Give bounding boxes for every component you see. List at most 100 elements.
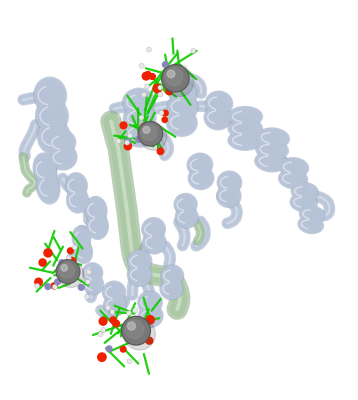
Ellipse shape bbox=[169, 78, 198, 104]
Ellipse shape bbox=[188, 154, 212, 176]
Ellipse shape bbox=[188, 166, 214, 190]
Circle shape bbox=[165, 68, 183, 86]
Circle shape bbox=[142, 132, 147, 136]
Ellipse shape bbox=[127, 262, 153, 287]
Ellipse shape bbox=[229, 118, 262, 138]
Ellipse shape bbox=[72, 226, 91, 250]
Ellipse shape bbox=[297, 215, 324, 234]
Circle shape bbox=[143, 138, 148, 143]
Ellipse shape bbox=[256, 127, 290, 149]
Circle shape bbox=[97, 352, 107, 362]
Ellipse shape bbox=[139, 305, 163, 327]
Ellipse shape bbox=[82, 262, 103, 284]
Ellipse shape bbox=[167, 77, 199, 106]
Ellipse shape bbox=[83, 263, 102, 283]
Ellipse shape bbox=[128, 250, 151, 272]
Circle shape bbox=[164, 67, 194, 97]
Ellipse shape bbox=[123, 103, 156, 132]
Ellipse shape bbox=[227, 106, 263, 127]
Ellipse shape bbox=[257, 128, 289, 148]
Ellipse shape bbox=[280, 158, 308, 177]
Circle shape bbox=[141, 92, 146, 97]
Circle shape bbox=[125, 140, 130, 145]
Circle shape bbox=[59, 263, 74, 278]
Circle shape bbox=[54, 278, 61, 286]
Circle shape bbox=[139, 115, 144, 120]
Circle shape bbox=[149, 73, 156, 80]
Ellipse shape bbox=[256, 152, 287, 172]
Ellipse shape bbox=[34, 154, 56, 185]
Circle shape bbox=[56, 260, 80, 284]
Circle shape bbox=[119, 121, 127, 130]
Ellipse shape bbox=[84, 196, 108, 224]
Circle shape bbox=[146, 47, 151, 52]
Ellipse shape bbox=[50, 145, 77, 170]
Circle shape bbox=[127, 322, 135, 330]
Ellipse shape bbox=[124, 119, 158, 148]
Circle shape bbox=[173, 66, 180, 74]
Ellipse shape bbox=[189, 167, 213, 189]
Ellipse shape bbox=[175, 206, 198, 228]
Circle shape bbox=[162, 110, 169, 117]
Ellipse shape bbox=[160, 264, 184, 288]
Circle shape bbox=[135, 136, 142, 143]
Circle shape bbox=[158, 85, 163, 90]
Circle shape bbox=[126, 311, 131, 316]
Ellipse shape bbox=[141, 217, 166, 241]
Circle shape bbox=[67, 247, 74, 254]
Ellipse shape bbox=[38, 119, 69, 154]
Circle shape bbox=[124, 138, 131, 145]
Circle shape bbox=[122, 316, 150, 345]
Circle shape bbox=[66, 256, 71, 261]
Ellipse shape bbox=[278, 168, 308, 189]
Circle shape bbox=[167, 70, 175, 78]
Circle shape bbox=[133, 308, 138, 313]
Ellipse shape bbox=[138, 291, 162, 314]
Ellipse shape bbox=[33, 76, 67, 114]
Circle shape bbox=[110, 310, 115, 314]
Circle shape bbox=[140, 129, 146, 135]
Circle shape bbox=[140, 122, 149, 132]
Ellipse shape bbox=[72, 226, 91, 250]
Circle shape bbox=[52, 284, 57, 289]
Circle shape bbox=[61, 264, 68, 271]
Circle shape bbox=[135, 322, 142, 330]
Ellipse shape bbox=[73, 239, 93, 264]
Ellipse shape bbox=[86, 212, 109, 240]
Circle shape bbox=[154, 85, 160, 92]
Circle shape bbox=[140, 124, 167, 150]
Ellipse shape bbox=[125, 120, 156, 146]
Ellipse shape bbox=[299, 216, 323, 234]
Circle shape bbox=[141, 72, 151, 81]
Ellipse shape bbox=[218, 171, 241, 194]
Circle shape bbox=[86, 270, 91, 274]
Ellipse shape bbox=[103, 281, 125, 303]
Circle shape bbox=[105, 305, 110, 310]
Ellipse shape bbox=[128, 264, 151, 286]
Ellipse shape bbox=[255, 139, 289, 161]
Ellipse shape bbox=[203, 105, 232, 130]
Ellipse shape bbox=[187, 152, 213, 177]
Ellipse shape bbox=[84, 275, 103, 294]
Ellipse shape bbox=[48, 129, 76, 156]
Ellipse shape bbox=[173, 193, 198, 216]
Ellipse shape bbox=[142, 218, 165, 240]
Ellipse shape bbox=[36, 171, 61, 205]
Circle shape bbox=[57, 261, 79, 282]
Ellipse shape bbox=[227, 130, 263, 151]
Circle shape bbox=[182, 66, 187, 70]
Ellipse shape bbox=[138, 304, 164, 328]
Circle shape bbox=[112, 320, 120, 328]
Circle shape bbox=[153, 128, 160, 134]
Circle shape bbox=[101, 328, 106, 332]
Circle shape bbox=[162, 61, 169, 68]
Circle shape bbox=[43, 248, 53, 258]
Ellipse shape bbox=[83, 274, 104, 295]
Ellipse shape bbox=[174, 194, 197, 215]
Ellipse shape bbox=[300, 206, 324, 223]
Ellipse shape bbox=[167, 110, 197, 136]
Ellipse shape bbox=[175, 206, 199, 229]
Circle shape bbox=[163, 66, 188, 91]
Circle shape bbox=[123, 318, 149, 344]
Ellipse shape bbox=[85, 197, 107, 223]
